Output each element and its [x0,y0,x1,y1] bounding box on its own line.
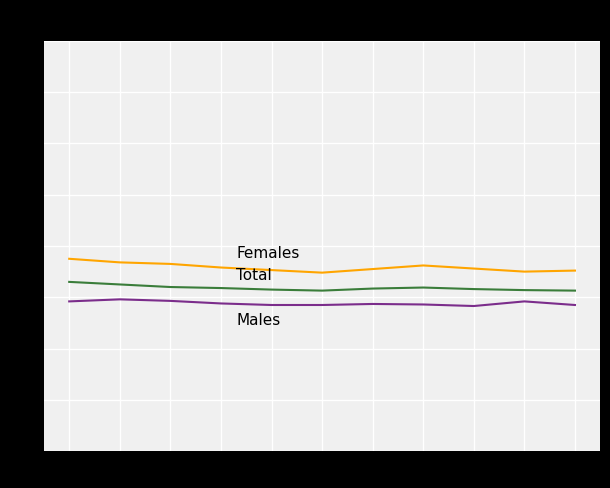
Text: Females: Females [236,245,300,260]
Text: Males: Males [236,312,281,327]
Text: Total: Total [236,267,272,282]
